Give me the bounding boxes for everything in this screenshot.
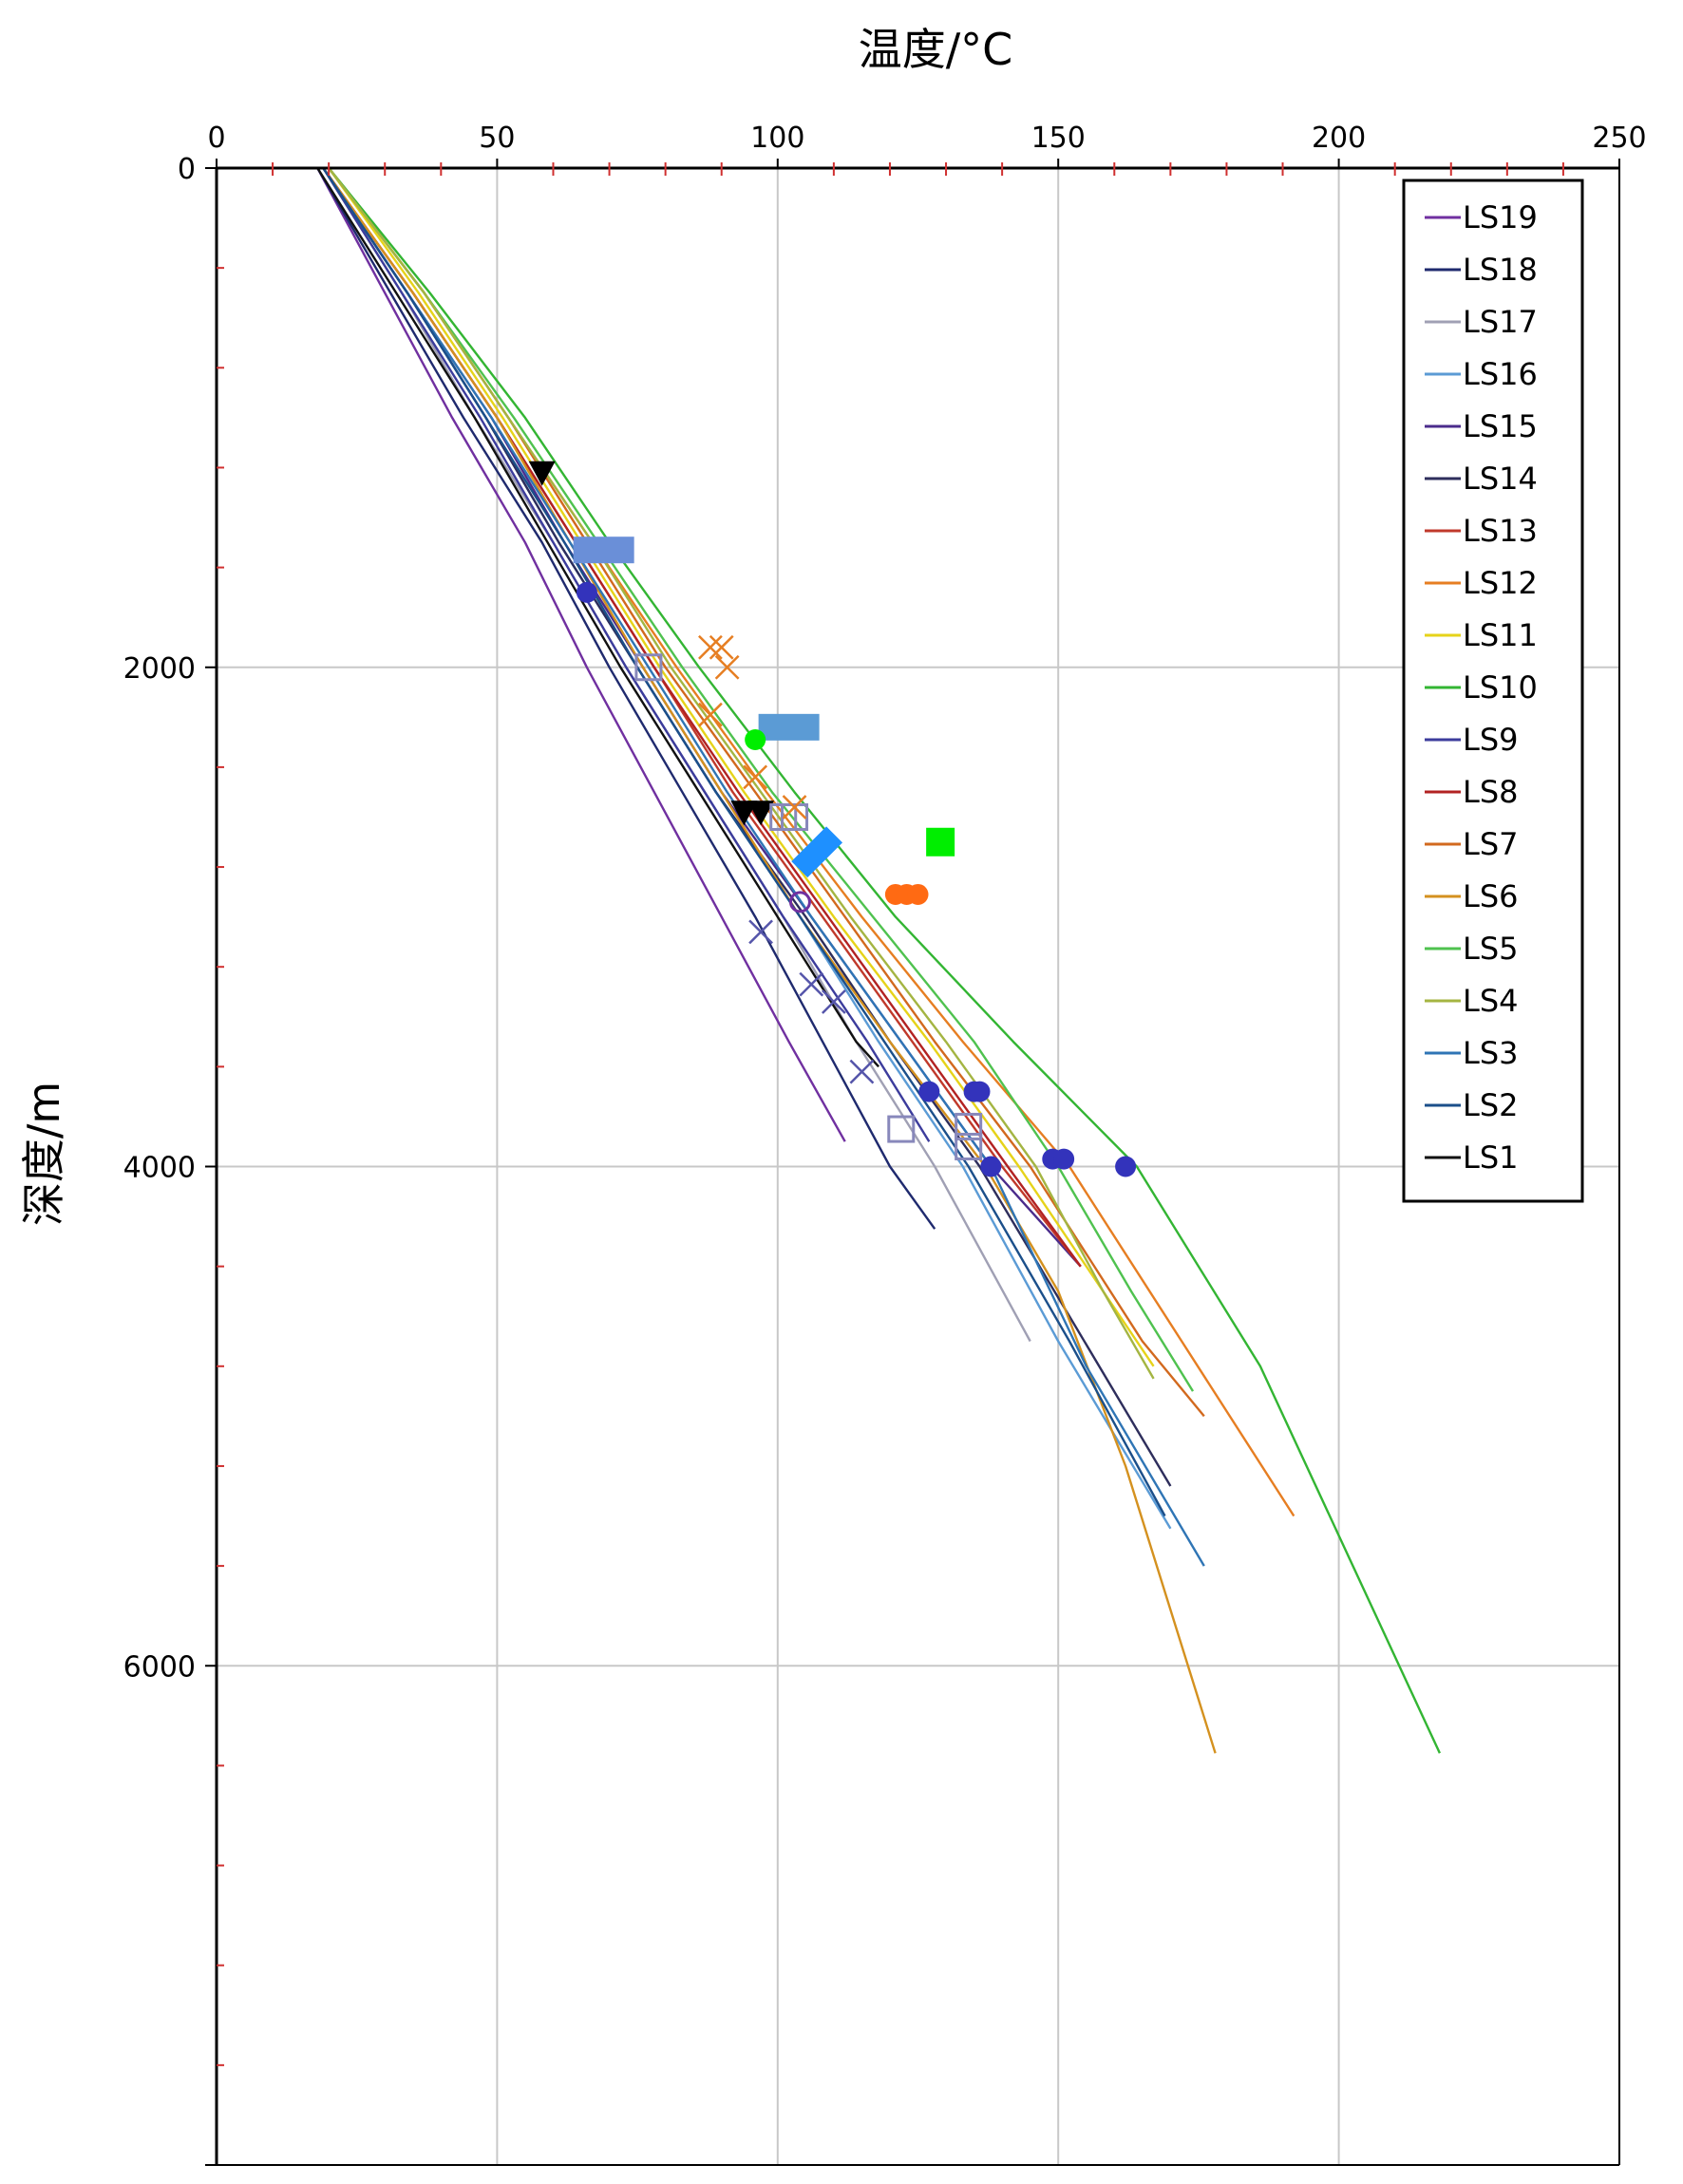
marker-x-stroke xyxy=(714,654,740,680)
marker-circle xyxy=(1115,1156,1137,1177)
marker-rect-wide xyxy=(758,713,820,741)
marker-square-open xyxy=(781,802,809,831)
marker-square xyxy=(926,827,955,857)
marker-x-stroke xyxy=(748,919,773,945)
marker-x xyxy=(799,971,824,997)
legend-label-ls12: LS12 xyxy=(1463,565,1538,601)
data-markers xyxy=(528,461,1137,1177)
marker-x-stroke xyxy=(799,971,824,997)
marker-square-open xyxy=(634,653,663,682)
y-tick-label: 4000 xyxy=(123,1152,196,1185)
legend-label-ls4: LS4 xyxy=(1463,983,1519,1019)
marker-x xyxy=(698,702,723,727)
legend-label-ls18: LS18 xyxy=(1463,252,1538,288)
series-line-ls6 xyxy=(322,167,1217,1754)
series-line-ls10 xyxy=(328,167,1441,1754)
y-tick-label: 2000 xyxy=(123,652,196,686)
legend-label-ls10: LS10 xyxy=(1463,669,1538,706)
marker-x xyxy=(821,989,846,1014)
marker-x xyxy=(714,654,740,680)
legend-label-ls9: LS9 xyxy=(1463,722,1519,758)
marker-circle-open xyxy=(788,891,811,913)
marker-circle xyxy=(745,728,766,750)
axes: 0 50 100 150 200 250 0 2000 4000 6000 xyxy=(123,122,1647,2166)
series-lines xyxy=(316,167,1441,1754)
x-tick-label: 250 xyxy=(1592,122,1646,155)
legend-label-ls3: LS3 xyxy=(1463,1035,1519,1071)
legend-label-ls6: LS6 xyxy=(1463,878,1519,914)
series-line-ls3 xyxy=(322,167,1205,1567)
series-line-ls18 xyxy=(316,167,936,1230)
series-line-ls9 xyxy=(322,167,931,1142)
series-line-ls11 xyxy=(328,167,1155,1367)
legend-label-ls2: LS2 xyxy=(1463,1087,1519,1123)
marker-square-open xyxy=(955,1112,983,1140)
marker-x xyxy=(743,764,768,790)
marker-triangle-down xyxy=(730,800,758,826)
marker-circle xyxy=(918,1081,940,1102)
legend-label-ls5: LS5 xyxy=(1463,931,1519,967)
legend: LS19 LS18 LS17 LS16 LS15 LS14 LS13 LS12 LS11 LS10… xyxy=(1402,179,1584,1203)
legend-label-ls15: LS15 xyxy=(1463,408,1538,444)
marker-square-open xyxy=(955,1132,983,1160)
x-axis-title: 温度/°C xyxy=(859,24,1013,75)
marker-circle xyxy=(576,581,597,603)
legend-label-ls16: LS16 xyxy=(1463,356,1538,392)
marker-x xyxy=(698,634,723,660)
legend-label-ls19: LS19 xyxy=(1463,199,1538,235)
marker-x-stroke xyxy=(698,702,723,727)
marker-x-stroke xyxy=(849,1059,875,1084)
marker-square-open xyxy=(887,1115,916,1143)
marker-x-stroke xyxy=(698,634,723,660)
marker-circle xyxy=(980,1156,1002,1177)
series-line-ls19 xyxy=(316,167,846,1142)
legend-label-ls14: LS14 xyxy=(1463,461,1538,497)
marker-x xyxy=(709,634,734,660)
y-tick-label: 6000 xyxy=(123,1650,196,1684)
series-line-ls4 xyxy=(328,167,1155,1380)
marker-x-stroke xyxy=(743,764,768,790)
y-tick-label: 0 xyxy=(178,153,196,186)
legend-label-ls1: LS1 xyxy=(1463,1139,1519,1176)
x-tick-label: 0 xyxy=(207,122,225,155)
legend-label-ls8: LS8 xyxy=(1463,774,1519,810)
marker-triangle-down xyxy=(747,800,775,826)
x-tick-label: 200 xyxy=(1312,122,1366,155)
marker-circle xyxy=(1053,1148,1075,1170)
x-tick-label: 50 xyxy=(479,122,515,155)
legend-box xyxy=(1402,179,1584,1203)
marker-x-stroke xyxy=(782,795,807,819)
x-tick-label: 150 xyxy=(1031,122,1086,155)
series-line-ls5 xyxy=(328,167,1195,1392)
marker-x xyxy=(748,919,773,945)
legend-label-ls7: LS7 xyxy=(1463,826,1519,862)
series-line-ls1 xyxy=(316,167,879,1068)
marker-x-stroke xyxy=(709,634,734,660)
marker-rect-tilted xyxy=(791,826,843,878)
y-axis-title: 深度/m xyxy=(18,1082,69,1226)
legend-label-ls11: LS11 xyxy=(1463,617,1538,653)
marker-triangle-down xyxy=(528,461,556,486)
legend-label-ls17: LS17 xyxy=(1463,304,1538,340)
series-line-ls2 xyxy=(322,167,1166,1517)
marker-x-stroke xyxy=(821,989,846,1014)
marker-x xyxy=(849,1059,875,1084)
marker-circle xyxy=(907,883,929,905)
marker-circle xyxy=(969,1081,991,1102)
marker-rect-wide xyxy=(573,537,634,564)
x-tick-label: 100 xyxy=(750,122,804,155)
marker-x xyxy=(782,795,807,819)
legend-label-ls13: LS13 xyxy=(1463,513,1538,549)
